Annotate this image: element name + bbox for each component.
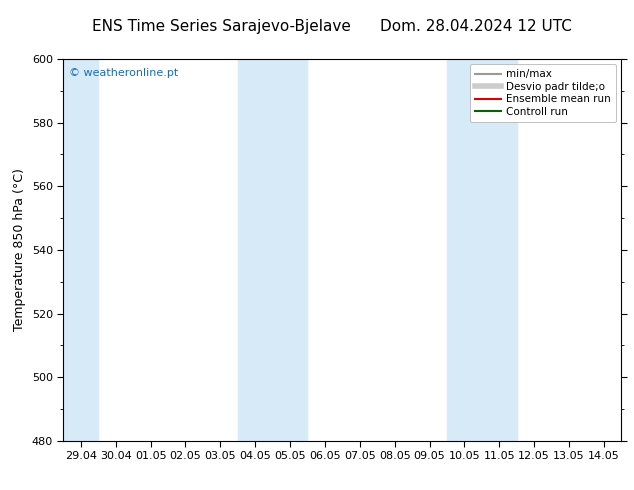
Y-axis label: Temperature 850 hPa (°C): Temperature 850 hPa (°C): [13, 169, 26, 331]
Bar: [238, 59, 273, 441]
Text: ENS Time Series Sarajevo-Bjelave: ENS Time Series Sarajevo-Bjelave: [93, 20, 351, 34]
Text: Dom. 28.04.2024 12 UTC: Dom. 28.04.2024 12 UTC: [380, 20, 571, 34]
Bar: [63, 59, 98, 441]
Bar: [273, 59, 307, 441]
Bar: [482, 59, 517, 441]
Legend: min/max, Desvio padr tilde;o, Ensemble mean run, Controll run: min/max, Desvio padr tilde;o, Ensemble m…: [470, 64, 616, 122]
Text: © weatheronline.pt: © weatheronline.pt: [69, 69, 178, 78]
Bar: [447, 59, 482, 441]
